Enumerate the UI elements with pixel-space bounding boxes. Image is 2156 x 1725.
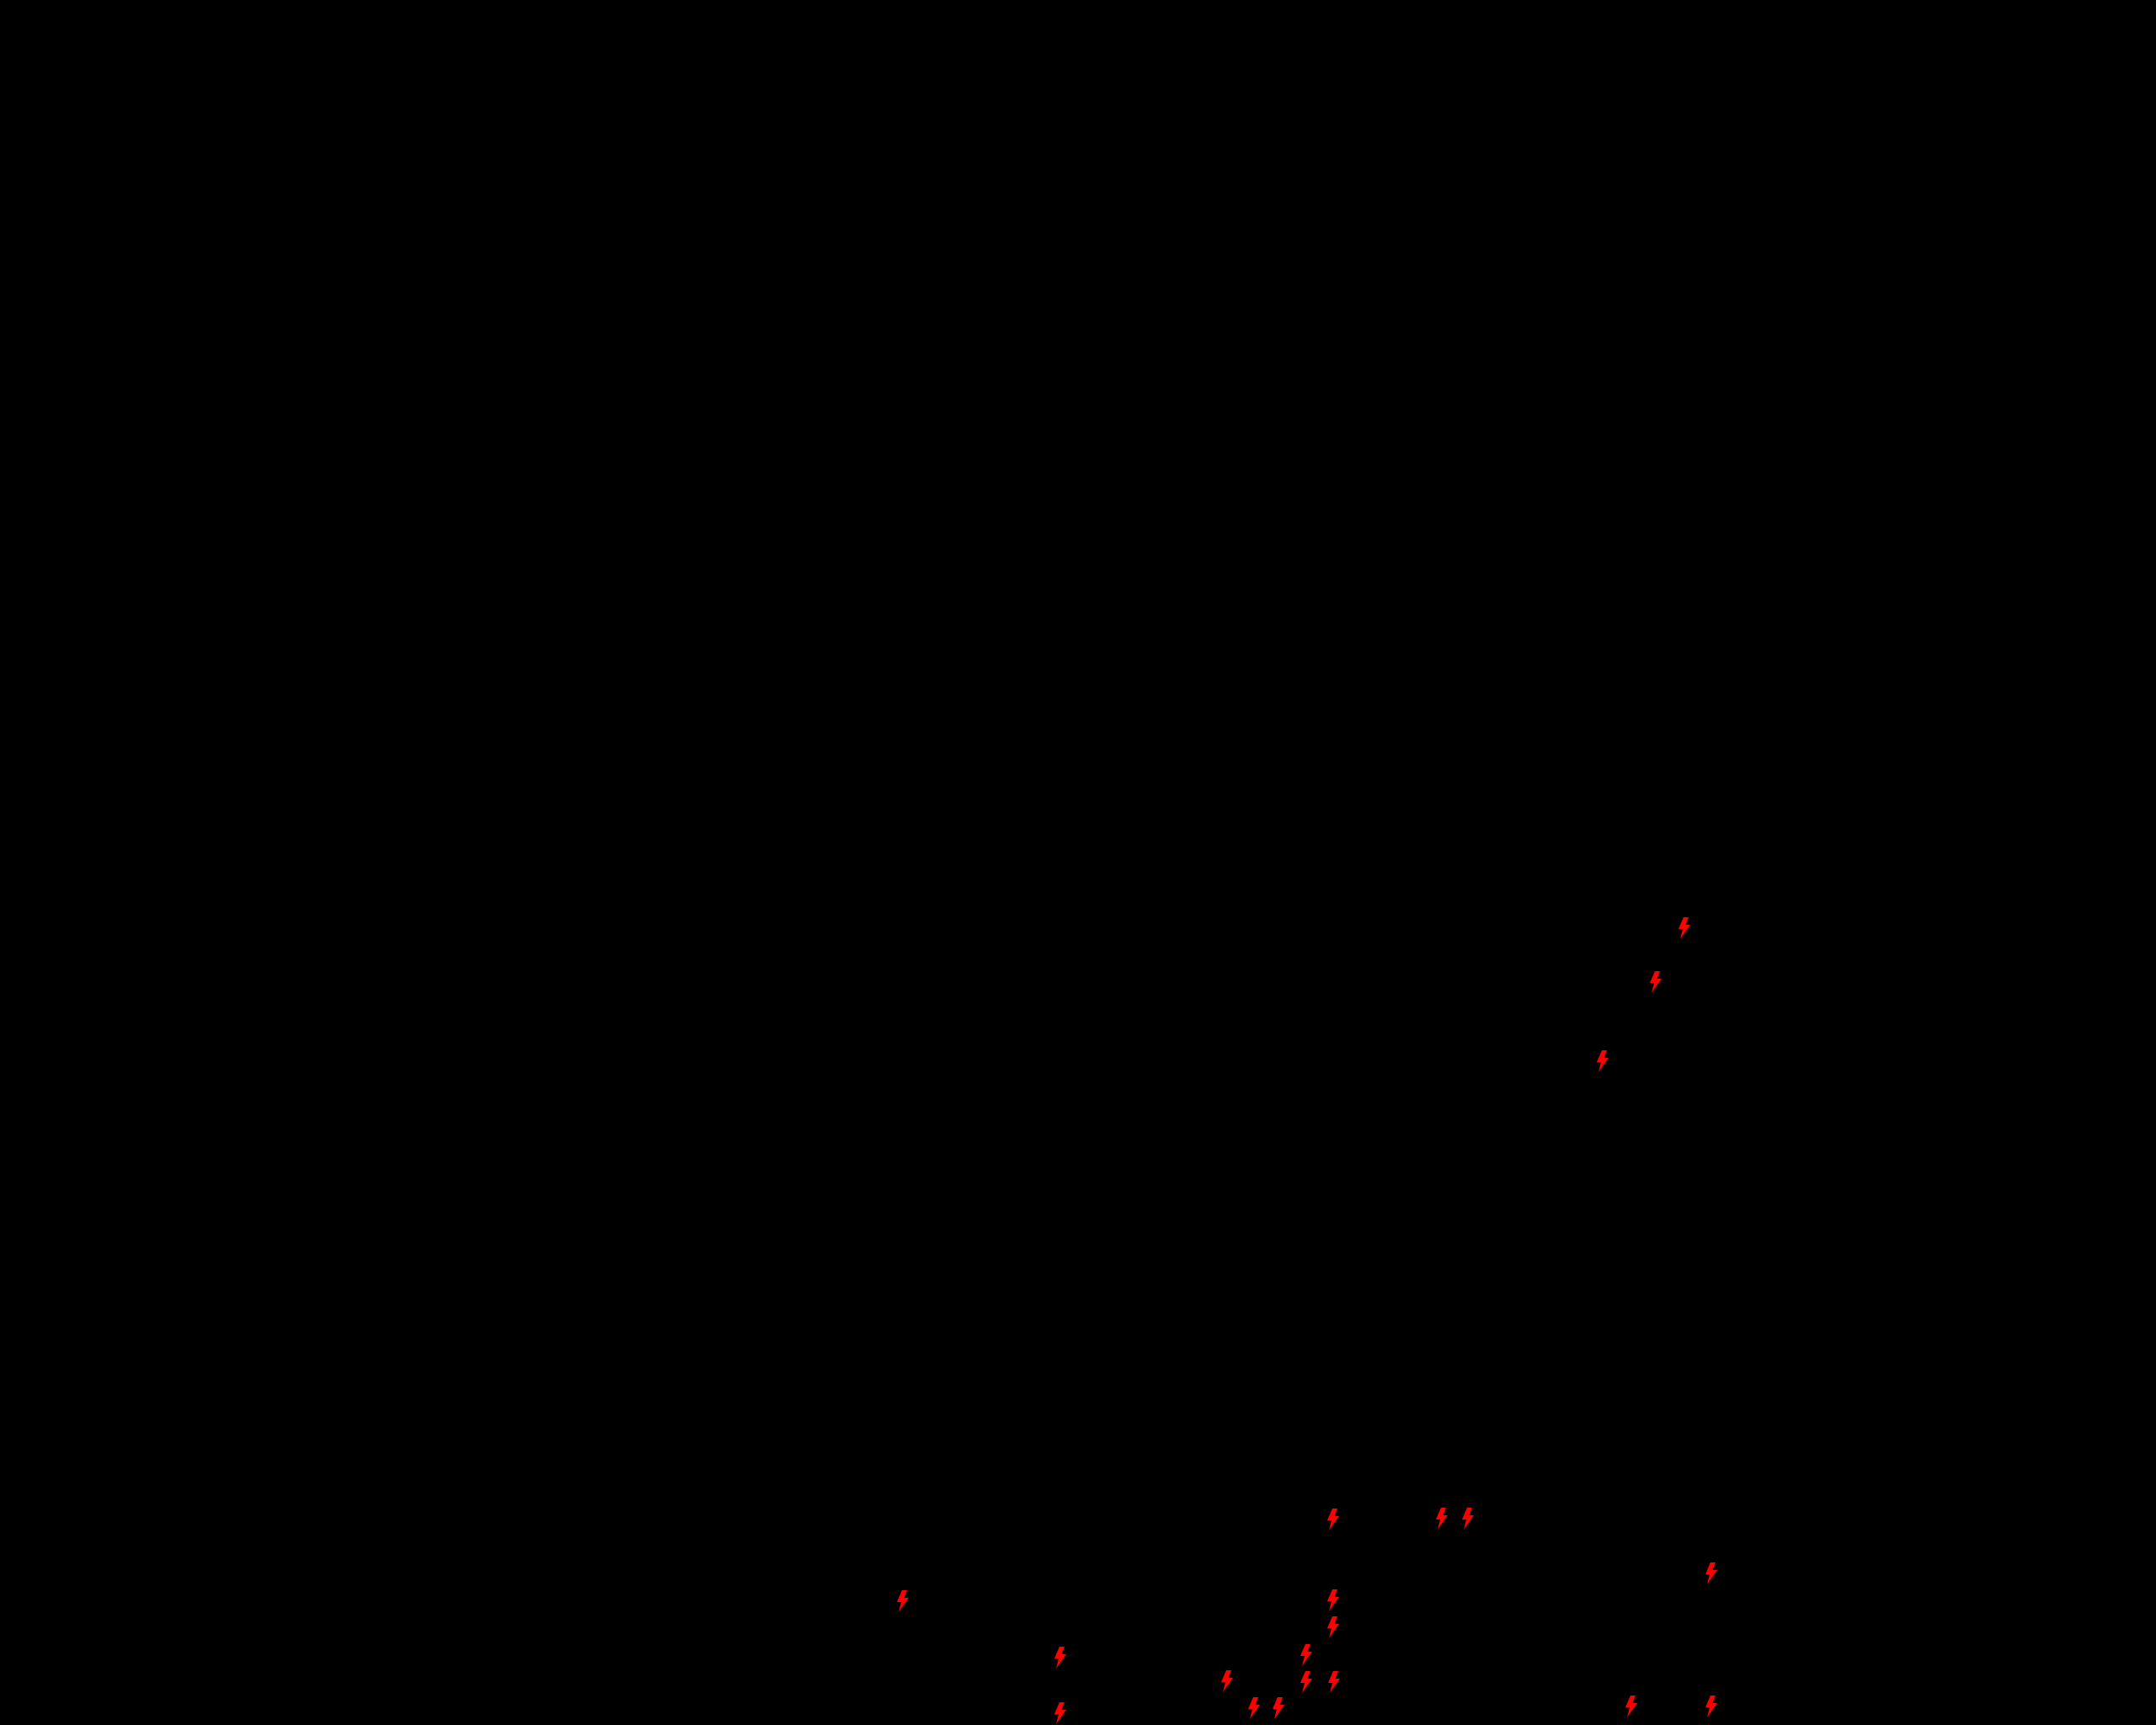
lightning-bolt-icon[interactable]: [1054, 1647, 1067, 1669]
lightning-bolt-icon[interactable]: [1326, 1589, 1340, 1611]
lightning-bolt-icon[interactable]: [1625, 1696, 1638, 1717]
lightning-bolt-icon[interactable]: [1247, 1697, 1261, 1719]
lightning-bolt-icon[interactable]: [1678, 917, 1691, 939]
lightning-bolt-icon[interactable]: [1435, 1508, 1449, 1530]
lightning-bolt-icon[interactable]: [1299, 1671, 1313, 1693]
lightning-bolt-icon[interactable]: [1326, 1616, 1340, 1638]
lightning-bolt-icon[interactable]: [1705, 1562, 1718, 1584]
lightning-bolt-icon[interactable]: [1649, 971, 1662, 993]
lightning-bolt-icon[interactable]: [1705, 1696, 1718, 1717]
lightning-bolt-icon[interactable]: [1327, 1671, 1341, 1693]
lightning-bolt-icon[interactable]: [1054, 1702, 1067, 1724]
lightning-bolt-icon[interactable]: [1299, 1644, 1313, 1666]
lightning-bolt-icon[interactable]: [1220, 1670, 1234, 1692]
lightning-bolt-icon[interactable]: [1272, 1697, 1285, 1719]
lightning-bolt-icon[interactable]: [896, 1590, 910, 1612]
lightning-bolt-icon[interactable]: [1596, 1050, 1609, 1072]
lightning-bolt-icon[interactable]: [1326, 1509, 1340, 1530]
lightning-bolt-icon[interactable]: [1461, 1508, 1475, 1530]
